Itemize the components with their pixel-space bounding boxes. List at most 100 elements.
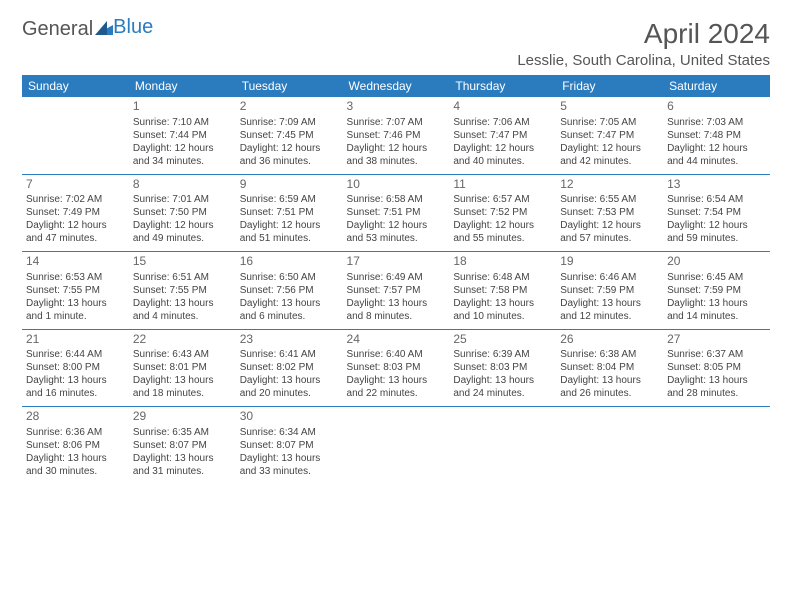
sunset-line: Sunset: 7:44 PM [133, 129, 232, 142]
calendar-day-cell: 19Sunrise: 6:46 AMSunset: 7:59 PMDayligh… [556, 252, 663, 330]
calendar-day-cell: 11Sunrise: 6:57 AMSunset: 7:52 PMDayligh… [449, 174, 556, 252]
sunrise-line: Sunrise: 6:40 AM [347, 348, 446, 361]
sunset-line: Sunset: 7:56 PM [240, 284, 339, 297]
sunset-line: Sunset: 8:07 PM [240, 439, 339, 452]
calendar-day-cell: 7Sunrise: 7:02 AMSunset: 7:49 PMDaylight… [22, 174, 129, 252]
calendar-day-cell: 23Sunrise: 6:41 AMSunset: 8:02 PMDayligh… [236, 329, 343, 407]
daylight-line-2: and 28 minutes. [667, 387, 766, 400]
day-number: 13 [667, 177, 766, 193]
daylight-line-1: Daylight: 13 hours [133, 452, 232, 465]
sunset-line: Sunset: 7:51 PM [240, 206, 339, 219]
sunset-line: Sunset: 7:55 PM [133, 284, 232, 297]
calendar-empty-cell [343, 407, 450, 484]
daylight-line-1: Daylight: 12 hours [26, 219, 125, 232]
sunrise-line: Sunrise: 6:57 AM [453, 193, 552, 206]
day-number: 20 [667, 254, 766, 270]
daylight-line-2: and 44 minutes. [667, 155, 766, 168]
day-number: 23 [240, 332, 339, 348]
daylight-line-1: Daylight: 13 hours [453, 374, 552, 387]
daylight-line-2: and 16 minutes. [26, 387, 125, 400]
sunset-line: Sunset: 7:59 PM [667, 284, 766, 297]
daylight-line-1: Daylight: 12 hours [453, 219, 552, 232]
daylight-line-2: and 6 minutes. [240, 310, 339, 323]
calendar-week-row: 1Sunrise: 7:10 AMSunset: 7:44 PMDaylight… [22, 97, 770, 174]
daylight-line-2: and 33 minutes. [240, 465, 339, 478]
calendar-day-cell: 28Sunrise: 6:36 AMSunset: 8:06 PMDayligh… [22, 407, 129, 484]
day-number: 28 [26, 409, 125, 425]
daylight-line-1: Daylight: 12 hours [560, 219, 659, 232]
daylight-line-1: Daylight: 12 hours [133, 142, 232, 155]
daylight-line-1: Daylight: 12 hours [667, 219, 766, 232]
day-number: 17 [347, 254, 446, 270]
calendar-week-row: 28Sunrise: 6:36 AMSunset: 8:06 PMDayligh… [22, 407, 770, 484]
calendar-day-cell: 13Sunrise: 6:54 AMSunset: 7:54 PMDayligh… [663, 174, 770, 252]
month-title: April 2024 [517, 18, 770, 50]
day-number: 24 [347, 332, 446, 348]
sunset-line: Sunset: 8:06 PM [26, 439, 125, 452]
daylight-line-2: and 57 minutes. [560, 232, 659, 245]
sunset-line: Sunset: 7:47 PM [453, 129, 552, 142]
calendar-head: SundayMondayTuesdayWednesdayThursdayFrid… [22, 75, 770, 97]
daylight-line-1: Daylight: 12 hours [240, 142, 339, 155]
sunset-line: Sunset: 7:51 PM [347, 206, 446, 219]
daylight-line-1: Daylight: 13 hours [26, 297, 125, 310]
calendar-day-cell: 25Sunrise: 6:39 AMSunset: 8:03 PMDayligh… [449, 329, 556, 407]
sunset-line: Sunset: 7:47 PM [560, 129, 659, 142]
calendar-day-cell: 27Sunrise: 6:37 AMSunset: 8:05 PMDayligh… [663, 329, 770, 407]
sunset-line: Sunset: 8:05 PM [667, 361, 766, 374]
sunrise-line: Sunrise: 7:02 AM [26, 193, 125, 206]
daylight-line-2: and 10 minutes. [453, 310, 552, 323]
sunrise-line: Sunrise: 7:05 AM [560, 116, 659, 129]
daylight-line-2: and 53 minutes. [347, 232, 446, 245]
day-number: 18 [453, 254, 552, 270]
sunrise-line: Sunrise: 6:54 AM [667, 193, 766, 206]
day-header: Tuesday [236, 75, 343, 97]
day-number: 1 [133, 99, 232, 115]
sunset-line: Sunset: 8:04 PM [560, 361, 659, 374]
calendar-day-cell: 12Sunrise: 6:55 AMSunset: 7:53 PMDayligh… [556, 174, 663, 252]
sunrise-line: Sunrise: 6:35 AM [133, 426, 232, 439]
sunrise-line: Sunrise: 6:58 AM [347, 193, 446, 206]
sunrise-line: Sunrise: 6:45 AM [667, 271, 766, 284]
calendar-day-cell: 5Sunrise: 7:05 AMSunset: 7:47 PMDaylight… [556, 97, 663, 174]
day-number: 22 [133, 332, 232, 348]
calendar-week-row: 21Sunrise: 6:44 AMSunset: 8:00 PMDayligh… [22, 329, 770, 407]
daylight-line-1: Daylight: 12 hours [453, 142, 552, 155]
daylight-line-2: and 36 minutes. [240, 155, 339, 168]
sunrise-line: Sunrise: 7:09 AM [240, 116, 339, 129]
daylight-line-2: and 22 minutes. [347, 387, 446, 400]
day-header: Sunday [22, 75, 129, 97]
daylight-line-1: Daylight: 12 hours [560, 142, 659, 155]
daylight-line-1: Daylight: 13 hours [133, 297, 232, 310]
sunset-line: Sunset: 8:03 PM [347, 361, 446, 374]
daylight-line-1: Daylight: 13 hours [133, 374, 232, 387]
calendar-day-cell: 24Sunrise: 6:40 AMSunset: 8:03 PMDayligh… [343, 329, 450, 407]
day-number: 7 [26, 177, 125, 193]
daylight-line-1: Daylight: 13 hours [240, 452, 339, 465]
daylight-line-1: Daylight: 12 hours [133, 219, 232, 232]
calendar-empty-cell [556, 407, 663, 484]
calendar-day-cell: 8Sunrise: 7:01 AMSunset: 7:50 PMDaylight… [129, 174, 236, 252]
sunset-line: Sunset: 7:48 PM [667, 129, 766, 142]
sunset-line: Sunset: 7:55 PM [26, 284, 125, 297]
daylight-line-2: and 14 minutes. [667, 310, 766, 323]
sunset-line: Sunset: 7:59 PM [560, 284, 659, 297]
daylight-line-2: and 55 minutes. [453, 232, 552, 245]
sunrise-line: Sunrise: 6:49 AM [347, 271, 446, 284]
daylight-line-1: Daylight: 13 hours [667, 374, 766, 387]
sunset-line: Sunset: 8:07 PM [133, 439, 232, 452]
sunrise-line: Sunrise: 6:41 AM [240, 348, 339, 361]
day-number: 15 [133, 254, 232, 270]
calendar-day-cell: 17Sunrise: 6:49 AMSunset: 7:57 PMDayligh… [343, 252, 450, 330]
calendar-day-cell: 18Sunrise: 6:48 AMSunset: 7:58 PMDayligh… [449, 252, 556, 330]
sunrise-line: Sunrise: 6:37 AM [667, 348, 766, 361]
calendar-day-cell: 14Sunrise: 6:53 AMSunset: 7:55 PMDayligh… [22, 252, 129, 330]
day-number: 8 [133, 177, 232, 193]
daylight-line-2: and 4 minutes. [133, 310, 232, 323]
day-number: 6 [667, 99, 766, 115]
daylight-line-1: Daylight: 12 hours [347, 219, 446, 232]
sunrise-line: Sunrise: 6:50 AM [240, 271, 339, 284]
daylight-line-1: Daylight: 12 hours [347, 142, 446, 155]
sunset-line: Sunset: 7:45 PM [240, 129, 339, 142]
daylight-line-2: and 26 minutes. [560, 387, 659, 400]
